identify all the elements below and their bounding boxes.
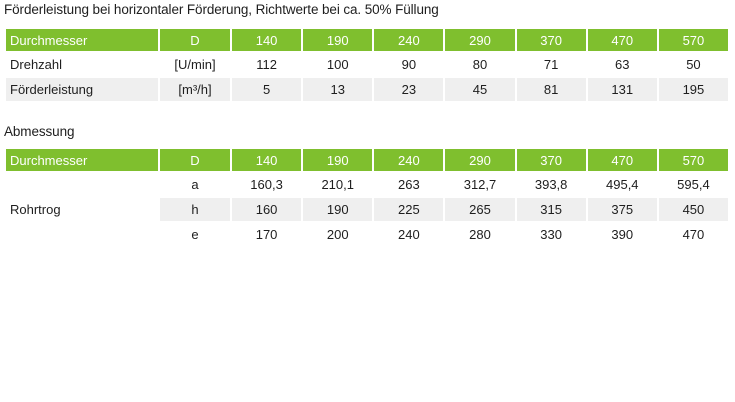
header-cell: D	[160, 149, 230, 171]
row-unit: [U/min]	[174, 57, 216, 72]
header-cell: Durchmesser	[6, 29, 158, 51]
table-cell: 470	[682, 227, 705, 242]
section-title-abmessung: Abmessung	[4, 124, 75, 139]
table-cell: 112	[256, 57, 277, 72]
header-cell: 190	[303, 149, 373, 171]
row-unit: e	[191, 227, 199, 242]
header-cell: 570	[658, 29, 728, 51]
row-unit: [m³/h]	[160, 78, 230, 101]
table-cell: 90	[401, 57, 417, 72]
table-cell: 5	[232, 78, 302, 101]
table-cell: 71	[543, 57, 559, 72]
section-title-foerderleistung: Förderleistung bei horizontaler Förderun…	[4, 2, 439, 17]
table-cell: 390	[611, 227, 634, 242]
table-cell: 393,8	[534, 177, 568, 192]
group-label: Rohrtrog	[6, 173, 158, 246]
table-cell: 225	[374, 198, 444, 221]
table-cell: 190	[303, 198, 373, 221]
header-cell: Durchmesser	[6, 149, 158, 171]
table-header-row: Durchmesser D 140 190 240 290 370 470 57…	[6, 29, 728, 51]
foerderleistung-table: Durchmesser D 140 190 240 290 370 470 57…	[4, 27, 730, 103]
table-cell: 63	[615, 57, 630, 72]
table-cell: 312,7	[463, 177, 497, 192]
header-cell: 570	[658, 149, 728, 171]
table-cell: 195	[658, 78, 728, 101]
table-cell: 330	[540, 227, 562, 242]
abmessung-table: Durchmesser D 140 190 240 290 370 470 57…	[4, 147, 730, 248]
row-label: Drehzahl	[10, 57, 63, 72]
header-cell: 370	[516, 29, 586, 51]
table-cell: 45	[445, 78, 515, 101]
table-cell: 240	[398, 227, 420, 242]
row-label: Förderleistung	[6, 78, 158, 101]
header-cell: 290	[445, 149, 515, 171]
table-cell: 131	[587, 78, 657, 101]
table-row: Rohrtrog a 160,3 210,1 263 312,7 393,8 4…	[6, 173, 728, 246]
table-header-row: Durchmesser D 140 190 240 290 370 470 57…	[6, 149, 728, 171]
table-row: Förderleistung [m³/h] 5 13 23 45 81 131 …	[6, 78, 728, 101]
table-cell: 160	[232, 198, 302, 221]
header-cell: 290	[445, 29, 515, 51]
table-cell: 170	[255, 227, 278, 242]
table-cell: 100	[326, 57, 349, 72]
header-cell: 140	[232, 29, 302, 51]
table-cell: 13	[303, 78, 373, 101]
row-unit: a	[191, 177, 199, 192]
table-cell: 595,4	[677, 177, 710, 192]
table-cell: 263	[398, 177, 420, 192]
table-row: h 160 190 225 265 315 375 450	[6, 198, 728, 221]
table-cell: 375	[587, 198, 657, 221]
table-cell: 23	[374, 78, 444, 101]
header-cell: 140	[232, 149, 302, 171]
table-cell: 495,4	[606, 177, 639, 192]
table-cell: 160,3	[250, 177, 283, 192]
table-cell: 450	[658, 198, 728, 221]
table-cell: 200	[326, 227, 349, 242]
table-cell: 210,1	[321, 177, 354, 192]
table-cell: 265	[445, 198, 515, 221]
header-cell: 370	[516, 149, 586, 171]
header-cell: 240	[374, 29, 444, 51]
header-cell: 470	[587, 29, 657, 51]
table-cell: 81	[516, 78, 586, 101]
row-unit: h	[160, 198, 230, 221]
header-cell: D	[160, 29, 230, 51]
header-cell: 470	[587, 149, 657, 171]
table-cell: 315	[516, 198, 586, 221]
table-row: e 170 200 240 280 330 390 470	[6, 223, 728, 246]
table-row: Drehzahl [U/min] 112 100 90 80 71 63 50	[6, 53, 728, 76]
table-cell: 50	[686, 57, 701, 72]
table-cell: 280	[469, 227, 491, 242]
table-cell: 80	[472, 57, 488, 72]
header-cell: 240	[374, 149, 444, 171]
header-cell: 190	[303, 29, 373, 51]
